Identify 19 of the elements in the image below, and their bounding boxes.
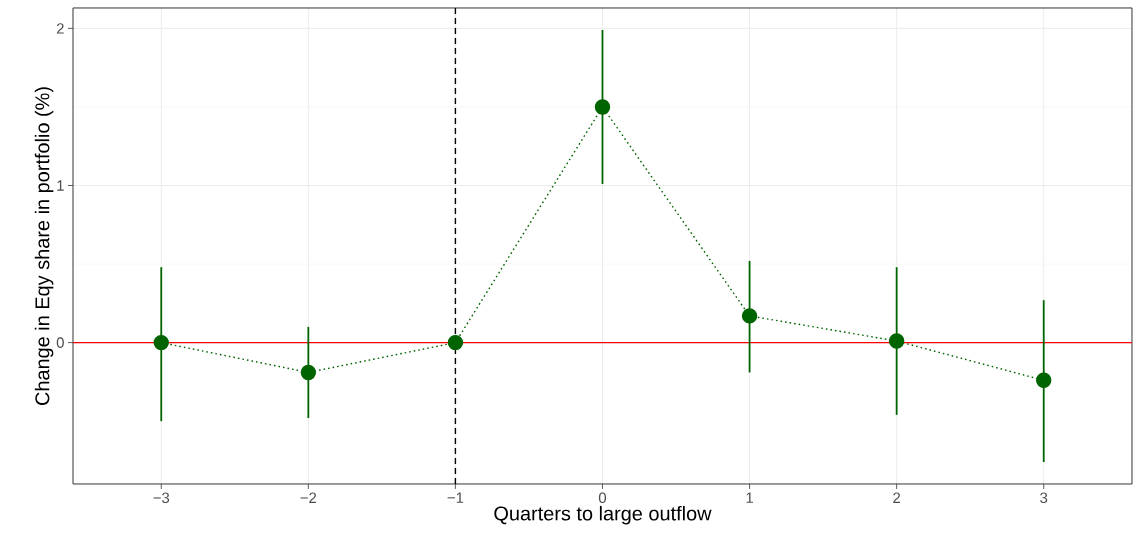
point — [888, 333, 905, 349]
x-tick-label: −2 — [300, 492, 317, 503]
y-tick-label: 1 — [57, 180, 64, 191]
y-axis-title: Change in Eqy share in portfolio (%) — [34, 87, 54, 406]
x-axis-title: Quarters to large outflow — [494, 505, 712, 525]
x-tick-label: −1 — [447, 492, 464, 503]
point — [300, 364, 317, 381]
point — [1036, 372, 1052, 388]
x-tick-label: 0 — [598, 492, 607, 504]
y-tick-label: 0 — [56, 337, 64, 348]
point — [594, 99, 611, 115]
point — [153, 334, 169, 351]
x-tick-label: 2 — [893, 492, 901, 503]
y-tick-label: 2 — [56, 23, 64, 34]
x-tick-label: 3 — [1040, 492, 1048, 504]
x-tick-label: 1 — [746, 492, 753, 503]
point — [447, 334, 464, 351]
x-tick-label: −3 — [153, 492, 170, 504]
point — [741, 308, 758, 324]
